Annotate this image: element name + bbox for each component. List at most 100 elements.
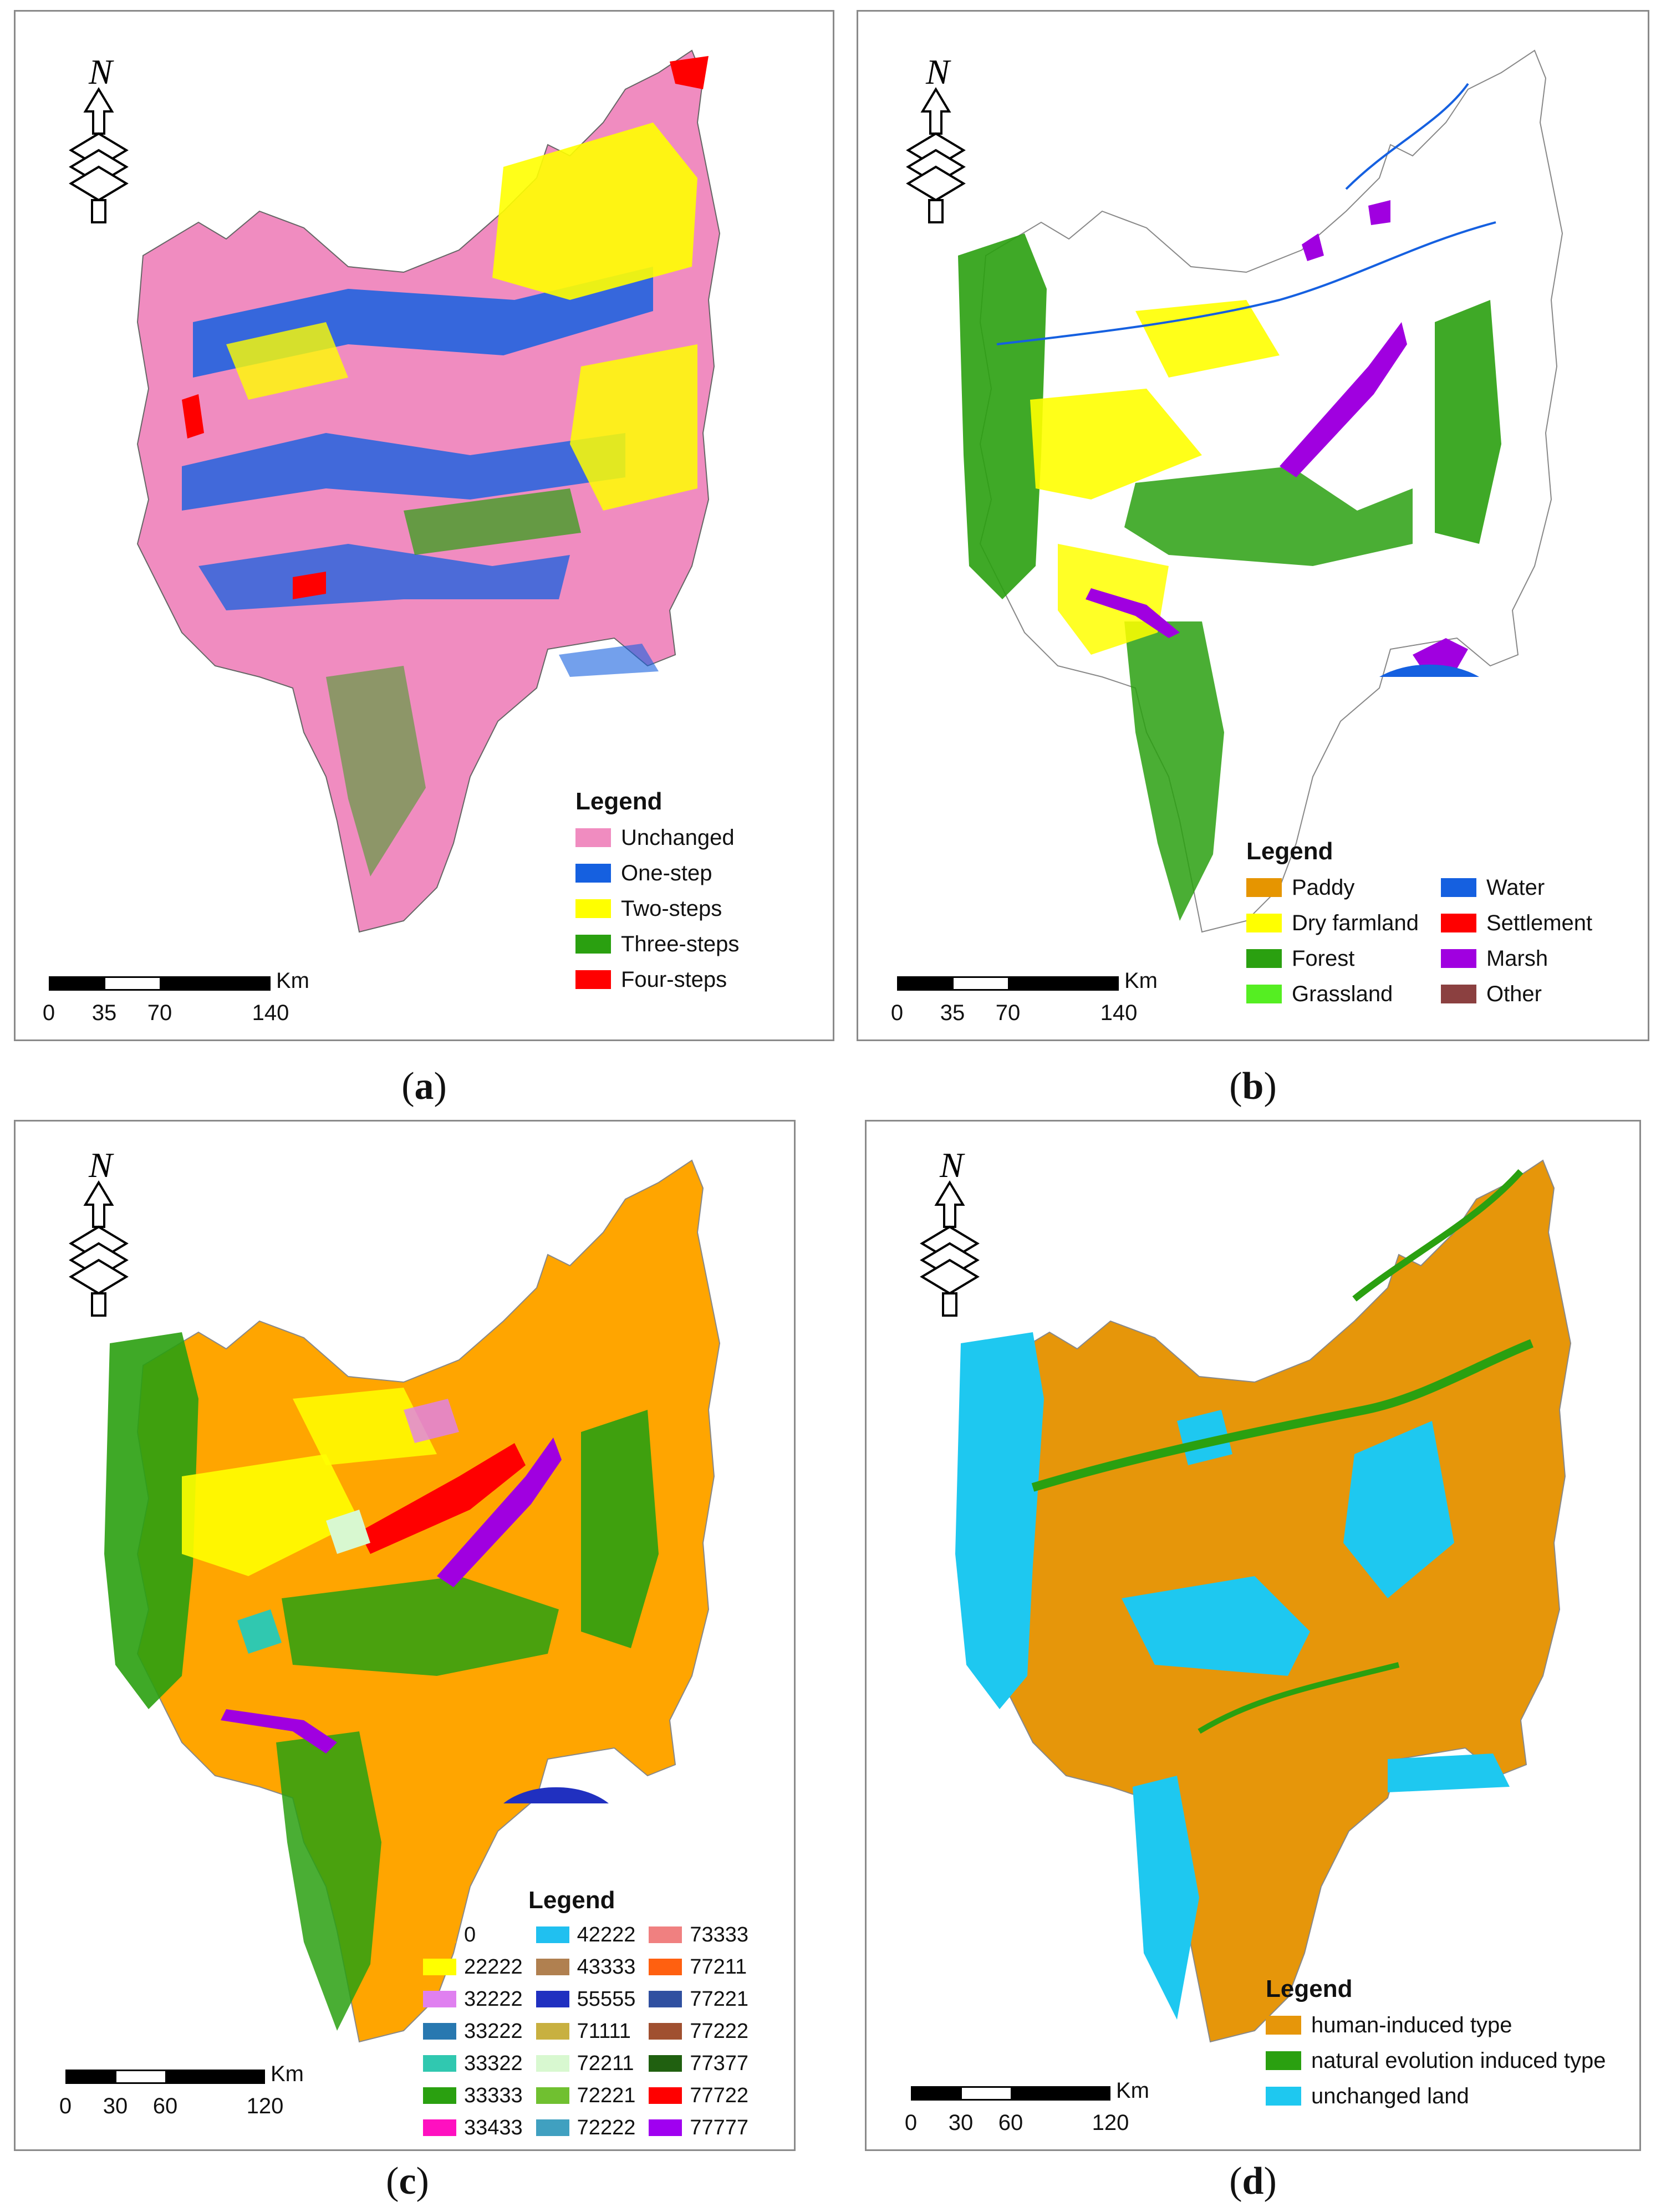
legend-swatch [423, 1959, 456, 1975]
legend-item-marsh: Marsh [1440, 941, 1592, 976]
legend-swatch [649, 1991, 682, 2007]
panel-b: N Legend Paddy Dry farmland Forest Grass… [857, 10, 1649, 1041]
caption-b: (b) [1229, 1065, 1277, 1108]
map-c [104, 1160, 720, 2042]
legend-a: Legend Unchanged One-step Two-steps Thre… [575, 788, 739, 997]
legend-item: 32222 [423, 1983, 523, 2015]
legend-item: 73333 [649, 1919, 748, 1951]
north-letter: N [88, 1145, 114, 1185]
legend-swatch [536, 1926, 569, 1943]
legend-item-four-steps: Four-steps [575, 962, 739, 997]
legend-item-three-steps: Three-steps [575, 926, 739, 962]
scale-tick: 60 [152, 2094, 178, 2118]
legend-swatch [1440, 878, 1476, 897]
legend-item-human-induced: human-induced type [1266, 2007, 1606, 2043]
legend-swatch [649, 1959, 682, 1975]
legend-swatch [536, 2087, 569, 2104]
legend-swatch [423, 2087, 456, 2104]
legend-b: Legend Paddy Dry farmland Forest Grassla… [1246, 838, 1592, 1012]
legend-swatch [536, 2119, 569, 2136]
north-arrow-icon: N [920, 1145, 980, 1317]
legend-item: 72222 [536, 2112, 635, 2144]
panel-c: N Legend 0 22222 32222 33222 33322 33333… [14, 1120, 796, 2151]
legend-item: 55555 [536, 1983, 635, 2015]
legend-swatch [1246, 949, 1282, 968]
legend-item-settlement: Settlement [1440, 905, 1592, 941]
legend-swatch [575, 864, 611, 883]
scale-tick: 0 [890, 1001, 904, 1025]
scale-tick: 35 [91, 1001, 117, 1025]
legend-item: 77221 [649, 1983, 748, 2015]
legend-swatch [649, 2119, 682, 2136]
legend-title: Legend [575, 788, 663, 815]
panel-d: N Legend human-induced type natural evol… [865, 1120, 1641, 2151]
legend-item: 77211 [649, 1951, 748, 1983]
caption-c: (c) [386, 2160, 429, 2203]
north-letter: N [925, 52, 951, 91]
scale-tick: 120 [1092, 2111, 1129, 2135]
scale-unit: Km [276, 969, 309, 993]
legend-swatch [1266, 2087, 1301, 2106]
legend-swatch [1440, 985, 1476, 1003]
scale-tick: 60 [998, 2111, 1023, 2135]
legend-swatch [423, 1991, 456, 2007]
legend-item-paddy: Paddy [1246, 870, 1419, 905]
scale-bar: Km 0 30 60 120 [59, 2062, 354, 2119]
legend-item: 33322 [423, 2047, 523, 2080]
north-arrow: N [903, 50, 969, 231]
legend-swatch [423, 2119, 456, 2136]
legend-item-dry-farmland: Dry farmland [1246, 905, 1419, 941]
legend-item: 77377 [649, 2047, 748, 2080]
legend-item: 72221 [536, 2080, 635, 2112]
legend-item: 22222 [423, 1951, 523, 1983]
scale-bar: Km 0 35 70 140 [891, 969, 1185, 1026]
legend-item-grassland: Grassland [1246, 976, 1419, 1012]
north-arrow: N [65, 50, 132, 231]
legend-swatch [536, 1959, 569, 1975]
legend-item-water: Water [1440, 870, 1592, 905]
scale-unit: Km [1124, 969, 1158, 993]
legend-item: 42222 [536, 1919, 635, 1951]
legend-item: 77222 [649, 2015, 748, 2047]
caption-d: (d) [1229, 2160, 1277, 2203]
scale-tick: 30 [948, 2111, 974, 2135]
legend-item: 77777 [649, 2112, 748, 2144]
legend-item: 72211 [536, 2047, 636, 2080]
map-b [958, 50, 1563, 932]
scale-tick: 35 [940, 1001, 965, 1025]
legend-title: Legend [528, 1887, 615, 1914]
legend-item: 33222 [423, 2015, 523, 2047]
north-arrow: N [916, 1144, 983, 1324]
legend-swatch [649, 2055, 682, 2072]
legend-item-natural-evolution: natural evolution induced type [1266, 2043, 1606, 2078]
legend-d: Legend human-induced type natural evolut… [1266, 1975, 1606, 2114]
north-letter: N [88, 52, 114, 91]
scale-tick: 120 [246, 2094, 284, 2118]
scale-bar: Km 0 35 70 140 [43, 969, 337, 1026]
legend-swatch [649, 2023, 682, 2040]
scale-tick: 140 [1100, 1001, 1138, 1025]
legend-item: 33333 [423, 2080, 523, 2112]
scale-tick: 0 [904, 2111, 918, 2135]
legend-swatch [575, 828, 611, 847]
legend-swatch [1266, 2051, 1301, 2070]
legend-item: 43333 [536, 1951, 635, 1983]
legend-swatch [536, 1991, 569, 2007]
north-letter: N [939, 1145, 965, 1185]
legend-swatch [1440, 914, 1476, 932]
map-a [137, 50, 720, 932]
caption-a: (a) [401, 1065, 447, 1108]
map-d [955, 1160, 1571, 2042]
legend-swatch [1246, 985, 1282, 1003]
legend-swatch [575, 899, 611, 918]
legend-item-forest: Forest [1246, 941, 1419, 976]
legend-item: 33433 [423, 2112, 523, 2144]
north-arrow-icon: N [69, 52, 129, 223]
scale-tick: 140 [252, 1001, 289, 1025]
legend-item: 71111 [536, 2015, 636, 2047]
scale-tick: 70 [147, 1001, 172, 1025]
legend-swatch [536, 2023, 569, 2040]
legend-swatch [1246, 878, 1282, 897]
legend-swatch [423, 1926, 456, 1943]
legend-swatch [649, 1926, 682, 1943]
